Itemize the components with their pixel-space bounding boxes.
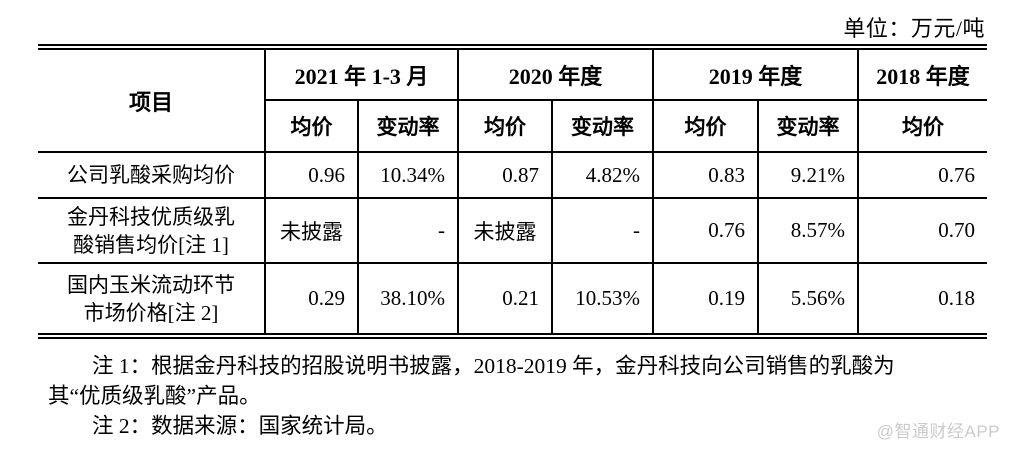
cell: 5.56% [757,262,860,333]
cell: 10.34% [356,151,460,199]
cell: 9.21% [757,151,860,199]
row-label: 国内玉米流动环节 市场价格[注 2] [38,262,266,333]
price-table: 项目 2021 年 1-3 月 2020 年度 2019 年度 2018 年度 … [38,50,988,333]
cell: 4.82% [551,151,655,199]
cell: 0.29 [264,262,359,333]
watermark: @智通财经APP [876,422,1000,441]
cell: 0.83 [652,151,760,199]
cell: 10.53% [551,262,655,333]
cell: 0.76 [857,151,988,199]
row-label: 公司乳酸采购均价 [38,151,266,199]
subheader-avg-price-2020: 均价 [457,99,554,153]
header-row-metrics: 均价 变动率 均价 变动率 均价 变动率 均价 [38,99,988,153]
table-row-jindan-premium-lactic-sale: 金丹科技优质级乳 酸销售均价[注 1] 未披露 - 未披露 - 0.76 8.5… [38,197,988,264]
unit-label: 单位：万元/吨 [843,16,985,41]
table-row-company-lactic-purchase: 公司乳酸采购均价 0.96 10.34% 0.87 4.82% 0.83 9.2… [38,151,988,199]
cell: 0.18 [857,262,988,333]
cell: 未披露 [264,197,359,264]
subheader-avg-price-2019: 均价 [652,99,760,153]
subheader-avg-price-2021: 均价 [265,99,359,153]
cell: 0.87 [457,151,554,199]
col-header-2018: 2018 年度 [857,50,988,101]
col-header-2021-q1: 2021 年 1-3 月 [263,50,460,101]
table-row-domestic-corn-market-price: 国内玉米流动环节 市场价格[注 2] 0.29 38.10% 0.21 10.5… [38,262,988,333]
cell: - [356,197,460,264]
cell: 0.21 [457,262,554,333]
col-header-2019: 2019 年度 [652,50,860,101]
cell: 未披露 [457,197,554,264]
cell: 0.96 [264,151,359,199]
cell: - [551,197,655,264]
footnote-2: 注 2：数据来源：国家统计局。 [92,414,388,438]
col-header-item: 项目 [38,50,266,153]
footnote-1: 注 1：根据金丹科技的招股说明书披露，2018-2019 年，金丹科技向公司销售… [92,354,895,378]
price-table-wrapper: 项目 2021 年 1-3 月 2020 年度 2019 年度 2018 年度 … [38,44,988,339]
col-header-2020: 2020 年度 [457,50,655,101]
row-label: 金丹科技优质级乳 酸销售均价[注 1] [38,197,266,264]
footnotes: 注 1：根据金丹科技的招股说明书披露，2018-2019 年，金丹科技向公司销售… [48,351,988,441]
cell: 38.10% [356,262,460,333]
header-row-periods: 项目 2021 年 1-3 月 2020 年度 2019 年度 2018 年度 [38,50,988,153]
subheader-avg-price-2018: 均价 [857,99,988,153]
cell: 0.76 [652,197,760,264]
cell: 0.19 [652,262,760,333]
subheader-change-rate-2021: 变动率 [356,99,460,153]
subheader-change-rate-2019: 变动率 [757,99,860,153]
footnote-1-continued: 其“优质级乳酸”产品。 [48,384,261,408]
cell: 0.70 [857,197,988,264]
subheader-change-rate-2020: 变动率 [551,99,655,153]
cell: 8.57% [757,197,860,264]
